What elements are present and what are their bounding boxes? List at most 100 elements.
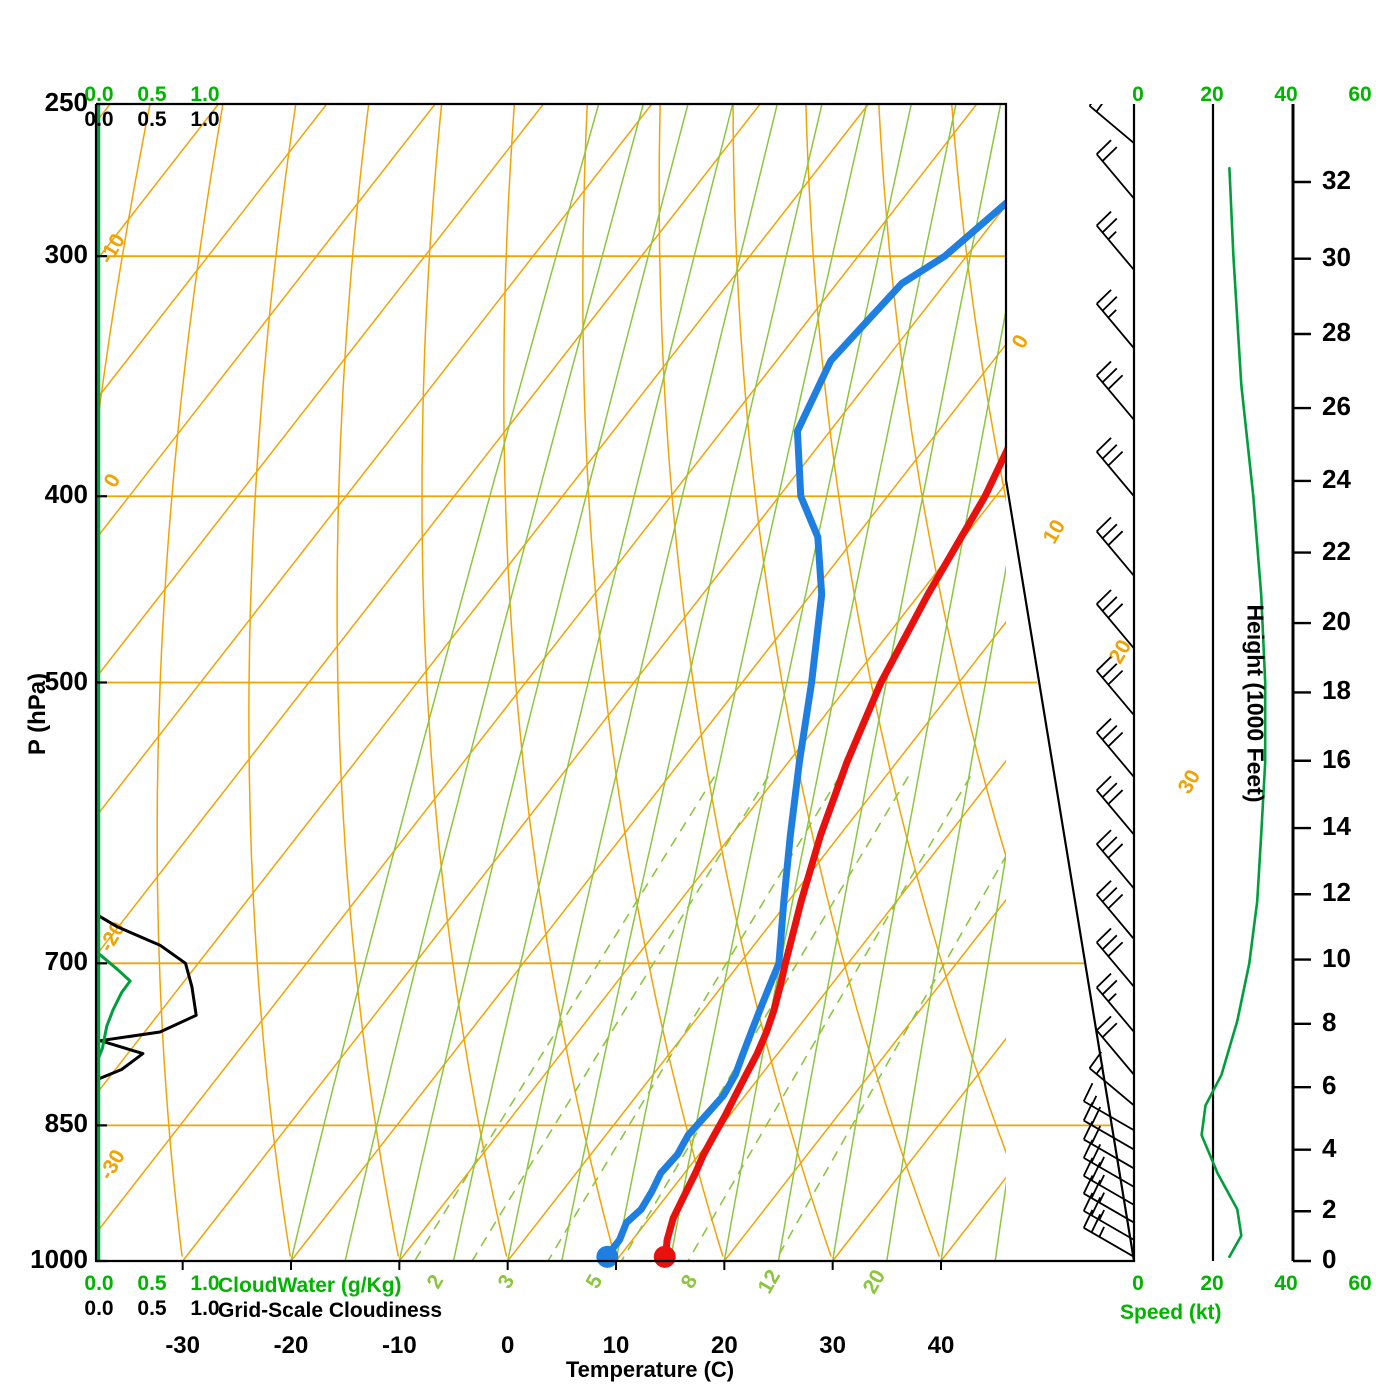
- pressure-tick-label-500: 500: [44, 665, 88, 696]
- moist-adiabat-15: [669, 104, 913, 1261]
- isotherm-30: [832, 1037, 1006, 1261]
- height-tick-label-22: 22: [1322, 535, 1351, 566]
- speed-tick-top-2: 40: [1274, 83, 1298, 106]
- temperature-axis-ticks: [181, 1261, 942, 1270]
- dewpoint-curve[interactable]: [606, 153, 1069, 1257]
- isotherm--20: [290, 343, 1006, 1261]
- moist-adiabat-5: [561, 104, 823, 1261]
- moist-adiabat-10: [615, 104, 868, 1261]
- temperature-tick-label--10: -10: [381, 1332, 417, 1359]
- pressure-axis-label: P (hPa): [24, 672, 51, 756]
- temperature-tick-label--30: -30: [165, 1332, 200, 1359]
- speed-line: [1200, 166, 1267, 1259]
- mixing-ratio-8: [620, 776, 909, 1261]
- speed-tick-bottom-0: 0: [1132, 1272, 1144, 1295]
- speed-tick-top-3: 60: [1348, 83, 1372, 106]
- cloudiness-tick-top-2: 1.0: [190, 108, 220, 131]
- height-tick-label-14: 14: [1322, 811, 1351, 842]
- isotherm--60: [96, 104, 761, 957]
- wind-barb: [1096, 880, 1135, 940]
- pressure-tick-label-700: 700: [44, 946, 88, 977]
- temperature-tick-label-30: 30: [819, 1332, 846, 1359]
- wind-barb: [1096, 589, 1135, 650]
- wind-barb: [1096, 210, 1135, 271]
- moist-adiabat-20: [723, 104, 957, 1261]
- wind-barb: [1096, 1015, 1135, 1076]
- isotherm--40: [96, 104, 978, 1235]
- dry-adiabat--10: [336, 104, 400, 1257]
- height-axis-label: Height (1000 Feet): [1242, 604, 1269, 803]
- wind-speed-curve: [1200, 166, 1267, 1259]
- isotherm--50: [96, 104, 870, 1096]
- dry-adiabat-50: [805, 104, 1006, 1155]
- cloudiness-legend-label: Grid-Scale Cloudiness: [218, 1299, 443, 1322]
- speed-tick-top-0: 0: [1132, 83, 1144, 106]
- wind-barb: [1096, 360, 1135, 421]
- plot-frame: [94, 102, 1136, 1263]
- cloudwater-tick-bottom-1: 0.5: [137, 1272, 167, 1295]
- surface-temperature-dot[interactable]: [653, 1245, 676, 1268]
- isotherm-10: [615, 759, 1006, 1261]
- dewpoint-line: [606, 198, 1006, 1257]
- height-tick-label-10: 10: [1322, 942, 1351, 973]
- cloudwater-legend-label: CloudWater (g/Kg): [218, 1274, 402, 1297]
- temperature-tick-label--20: -20: [273, 1332, 309, 1359]
- pressure-tick-label-1000: 1000: [30, 1244, 88, 1274]
- moist-adiabat-25: [777, 104, 1002, 1261]
- cloudiness-tick-bottom-2: 1.0: [190, 1297, 220, 1320]
- wind-barbs: [1082, 104, 1135, 1258]
- dry-adiabat-30: [658, 104, 832, 1257]
- dry-adiabat--20: [248, 104, 297, 1257]
- isotherm-0: [507, 620, 1006, 1261]
- height-tick-label-0: 0: [1322, 1244, 1337, 1274]
- cloudiness-line: [96, 912, 198, 1082]
- temperature-curve[interactable]: [662, 184, 1082, 1257]
- temperature-line: [662, 444, 1006, 1257]
- moist-adiabat--15: [344, 104, 645, 1261]
- wind-barb: [1096, 927, 1135, 988]
- mixing-ratio-12: [687, 776, 971, 1261]
- wind-barb: [1082, 1192, 1135, 1241]
- dry-adiabat-10: [503, 104, 616, 1257]
- temperature-tick-label-40: 40: [927, 1332, 955, 1359]
- dry-adiabat-70: [950, 104, 1006, 503]
- height-tick-label-28: 28: [1322, 316, 1351, 347]
- wind-barb: [1096, 289, 1135, 349]
- mixing-ratio-grid: [413, 776, 1006, 1261]
- moist-adiabat--20: [290, 104, 600, 1261]
- wind-barb: [1096, 775, 1135, 836]
- wind-barb: [1082, 1175, 1135, 1224]
- height-tick-label-18: 18: [1322, 675, 1351, 706]
- surface-markers[interactable]: [596, 1245, 676, 1268]
- wind-barb: [1096, 718, 1135, 778]
- height-tick-label-8: 8: [1322, 1006, 1337, 1037]
- temperature-tick-label-0: 0: [500, 1332, 515, 1359]
- pressure-axis-ticks: [96, 102, 107, 1263]
- wind-barb: [1096, 516, 1135, 577]
- wind-barb: [1088, 1051, 1135, 1107]
- cloudwater-line: [96, 949, 132, 1066]
- speed-tick-bottom-3: 60: [1348, 1272, 1372, 1295]
- dry-adiabat--30: [156, 104, 224, 1257]
- isotherm--70: [96, 104, 653, 818]
- speed-tick-bottom-1: 20: [1200, 1272, 1224, 1295]
- temperature-tick-label-10: 10: [602, 1332, 630, 1359]
- wind-barb: [1096, 829, 1135, 890]
- cloudwater-tick-top-1: 0.5: [137, 83, 167, 106]
- height-tick-label-30: 30: [1322, 241, 1351, 272]
- surface-dewpoint-dot[interactable]: [596, 1245, 619, 1268]
- cloudwater-tick-bottom-2: 1.0: [190, 1272, 220, 1295]
- mixing-ratio-2: [413, 776, 715, 1261]
- cloudiness-tick-bottom-1: 0.5: [137, 1297, 167, 1320]
- cloudiness-curve: [96, 912, 198, 1082]
- moist-adiabat-30: [831, 306, 1006, 1261]
- wind-barb: [1082, 1209, 1135, 1258]
- dry-adiabat-60: [878, 104, 1006, 859]
- moist-adiabat-35: [886, 564, 1006, 1261]
- cloudiness-tick-top-0: 0.0: [84, 108, 114, 131]
- moist-adiabat-0: [506, 104, 779, 1261]
- cloudiness-tick-bottom-0: 0.0: [84, 1297, 114, 1320]
- temperature-tick-label-20: 20: [710, 1332, 738, 1359]
